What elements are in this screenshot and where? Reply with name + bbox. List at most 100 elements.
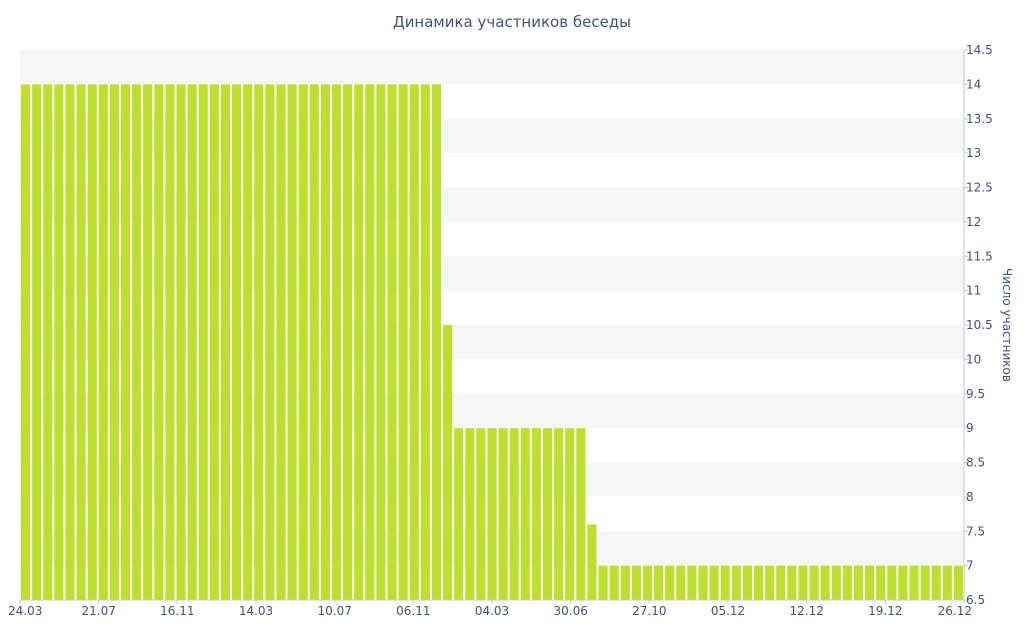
bar[interactable] bbox=[76, 84, 86, 601]
y-axis: 6.5 7 7.5 8 8.5 9 9.5 10 10.5 11 11.5 12 12.5 13 13.5 1… bbox=[963, 43, 993, 607]
bar[interactable] bbox=[320, 84, 330, 601]
bar[interactable] bbox=[243, 84, 253, 601]
bar[interactable] bbox=[898, 565, 908, 601]
bar[interactable] bbox=[609, 565, 619, 601]
bar[interactable] bbox=[309, 84, 319, 601]
x-tick-label: 05.12 bbox=[711, 604, 745, 618]
y-tick-label: 13.5 bbox=[966, 112, 993, 126]
bar[interactable] bbox=[443, 325, 453, 600]
x-tick-label: 19.12 bbox=[868, 604, 902, 618]
bar[interactable] bbox=[642, 565, 653, 601]
bar[interactable] bbox=[87, 84, 97, 601]
bar[interactable] bbox=[654, 565, 664, 601]
bar[interactable] bbox=[232, 84, 242, 601]
bar[interactable] bbox=[665, 565, 675, 601]
bar[interactable] bbox=[387, 84, 397, 601]
bar[interactable] bbox=[742, 565, 752, 601]
bar[interactable] bbox=[331, 84, 342, 601]
bar[interactable] bbox=[631, 565, 641, 601]
bar[interactable] bbox=[942, 565, 952, 601]
bar[interactable] bbox=[765, 565, 775, 601]
bar[interactable] bbox=[220, 84, 231, 601]
x-tick-label: 14.03 bbox=[239, 604, 273, 618]
bar[interactable] bbox=[343, 84, 353, 601]
bar[interactable] bbox=[154, 84, 164, 601]
bar[interactable] bbox=[831, 565, 841, 601]
bar[interactable] bbox=[109, 84, 119, 601]
bar[interactable] bbox=[65, 84, 75, 601]
bar[interactable] bbox=[687, 565, 697, 601]
bar[interactable] bbox=[487, 428, 497, 601]
bar[interactable] bbox=[820, 565, 830, 601]
bar[interactable] bbox=[698, 565, 708, 601]
bar[interactable] bbox=[576, 428, 586, 601]
bar[interactable] bbox=[798, 565, 808, 601]
bar[interactable] bbox=[953, 565, 963, 601]
bar[interactable] bbox=[454, 428, 464, 601]
bar[interactable] bbox=[43, 84, 53, 601]
y-tick-label: 8.5 bbox=[966, 456, 985, 470]
bar[interactable] bbox=[876, 565, 886, 601]
bar[interactable] bbox=[465, 428, 475, 601]
bar[interactable] bbox=[731, 565, 741, 601]
x-tick-label: 24.03 bbox=[8, 604, 42, 618]
bar[interactable] bbox=[509, 428, 519, 601]
bar[interactable] bbox=[554, 428, 564, 601]
bar[interactable] bbox=[209, 84, 219, 601]
bar[interactable] bbox=[32, 84, 42, 601]
bar[interactable] bbox=[54, 84, 64, 601]
bar[interactable] bbox=[354, 84, 364, 601]
bar[interactable] bbox=[398, 84, 408, 601]
bar[interactable] bbox=[776, 565, 786, 601]
bar[interactable] bbox=[476, 428, 486, 601]
bar[interactable] bbox=[431, 84, 442, 601]
bar[interactable] bbox=[520, 428, 530, 601]
bar[interactable] bbox=[276, 84, 286, 601]
bar[interactable] bbox=[753, 565, 764, 601]
bar[interactable] bbox=[542, 428, 553, 601]
y-tick-label: 12 bbox=[966, 215, 981, 229]
bar[interactable] bbox=[21, 84, 31, 601]
bar[interactable] bbox=[187, 84, 197, 601]
bar[interactable] bbox=[887, 565, 897, 601]
y-tick-label: 12.5 bbox=[966, 181, 993, 195]
bar[interactable] bbox=[365, 84, 375, 601]
bar[interactable] bbox=[98, 84, 108, 601]
bar[interactable] bbox=[909, 565, 919, 601]
bar[interactable] bbox=[165, 84, 175, 601]
y-tick-label: 10 bbox=[966, 352, 981, 366]
bar[interactable] bbox=[420, 84, 430, 601]
bar[interactable] bbox=[498, 428, 508, 601]
y-tick-label: 6.5 bbox=[966, 593, 985, 607]
bar[interactable] bbox=[265, 84, 275, 601]
bar[interactable] bbox=[787, 565, 797, 601]
bar[interactable] bbox=[853, 565, 864, 601]
bar[interactable] bbox=[709, 565, 719, 601]
bar[interactable] bbox=[531, 428, 541, 601]
bar[interactable] bbox=[120, 84, 131, 601]
y-tick-label: 14 bbox=[966, 77, 981, 91]
bar[interactable] bbox=[720, 565, 730, 601]
bar[interactable] bbox=[920, 565, 930, 601]
bar[interactable] bbox=[287, 84, 297, 601]
bar[interactable] bbox=[198, 84, 208, 601]
bar[interactable] bbox=[409, 84, 419, 601]
bar[interactable] bbox=[842, 565, 852, 601]
bar[interactable] bbox=[254, 84, 264, 601]
bar[interactable] bbox=[931, 565, 941, 601]
bar[interactable] bbox=[176, 84, 186, 601]
bar[interactable] bbox=[676, 565, 686, 601]
bar[interactable] bbox=[565, 428, 575, 601]
bar[interactable] bbox=[809, 565, 819, 601]
y-tick-label: 11.5 bbox=[966, 249, 993, 263]
x-tick-label: 12.12 bbox=[789, 604, 823, 618]
bar[interactable] bbox=[598, 565, 608, 601]
bar[interactable] bbox=[143, 84, 153, 601]
grid-band bbox=[20, 50, 964, 85]
bar[interactable] bbox=[376, 84, 386, 601]
bar[interactable] bbox=[865, 565, 875, 601]
bar[interactable] bbox=[298, 84, 308, 601]
bar[interactable] bbox=[132, 84, 142, 601]
bar[interactable] bbox=[620, 565, 630, 601]
bar[interactable] bbox=[587, 524, 597, 601]
